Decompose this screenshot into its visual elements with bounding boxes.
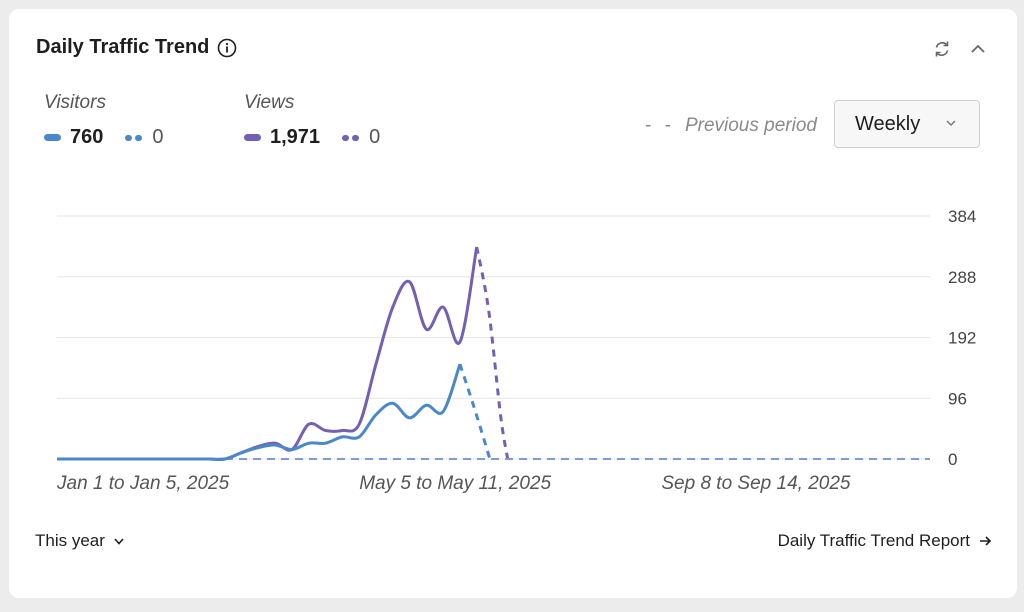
visitors-tail-dashed: [458, 363, 492, 460]
views-legend-swatch: [244, 134, 261, 141]
x-tick-label: Jan 1 to Jan 5, 2025: [56, 473, 230, 494]
views-previous-value: 0: [369, 126, 381, 148]
widget-title: Daily Traffic Trend: [36, 36, 210, 58]
views-current-value: 1,971: [270, 126, 321, 148]
views-previous-swatch: [342, 134, 360, 141]
y-tick-label: 288: [948, 268, 976, 287]
visitors-label: Visitors: [44, 92, 106, 113]
views-line: [57, 246, 479, 461]
x-tick-label: May 5 to May 11, 2025: [359, 473, 551, 494]
range-select[interactable]: This year: [35, 531, 125, 551]
report-link[interactable]: Daily Traffic Trend Report: [778, 531, 992, 551]
collapse-icon[interactable]: [968, 39, 988, 59]
visitors-previous-value: 0: [152, 126, 164, 148]
previous-period-dash: - -: [645, 115, 675, 136]
chevron-down-icon: [946, 120, 956, 126]
y-tick-label: 192: [948, 329, 976, 348]
chevron-down-icon: [114, 538, 124, 545]
y-tick-label: 0: [948, 450, 957, 469]
range-select-value: This year: [35, 531, 105, 550]
visitors-legend-swatch: [44, 134, 61, 141]
visitors-previous-swatch: [125, 134, 143, 141]
refresh-icon[interactable]: [932, 39, 952, 59]
visitors-line: [57, 363, 462, 461]
report-link-label: Daily Traffic Trend Report: [777, 531, 970, 550]
traffic-line-chart: 384 288 192 96 0 Jan 1 to Jan 5, 2025 May 5 to…: [56, 207, 976, 494]
visitors-current-value: 760: [70, 126, 104, 148]
previous-period-label: Previous period: [684, 115, 817, 136]
period-select[interactable]: Weekly: [834, 100, 980, 148]
previous-period-legend: - - Previous period: [645, 115, 817, 137]
views-metric: 1,971 0: [244, 126, 380, 149]
x-tick-label: Sep 8 to Sep 14, 2025: [661, 473, 851, 494]
y-tick-label: 96: [948, 389, 967, 408]
visitors-metric: 760 0: [44, 126, 164, 149]
arrow-right-icon: [980, 536, 992, 546]
period-select-value: Weekly: [855, 112, 921, 135]
widget-title-row: Daily Traffic Trend: [36, 36, 237, 59]
y-tick-label: 384: [948, 207, 976, 226]
views-label: Views: [244, 92, 295, 113]
info-icon[interactable]: [217, 38, 237, 58]
views-tail-dashed: [475, 246, 510, 460]
